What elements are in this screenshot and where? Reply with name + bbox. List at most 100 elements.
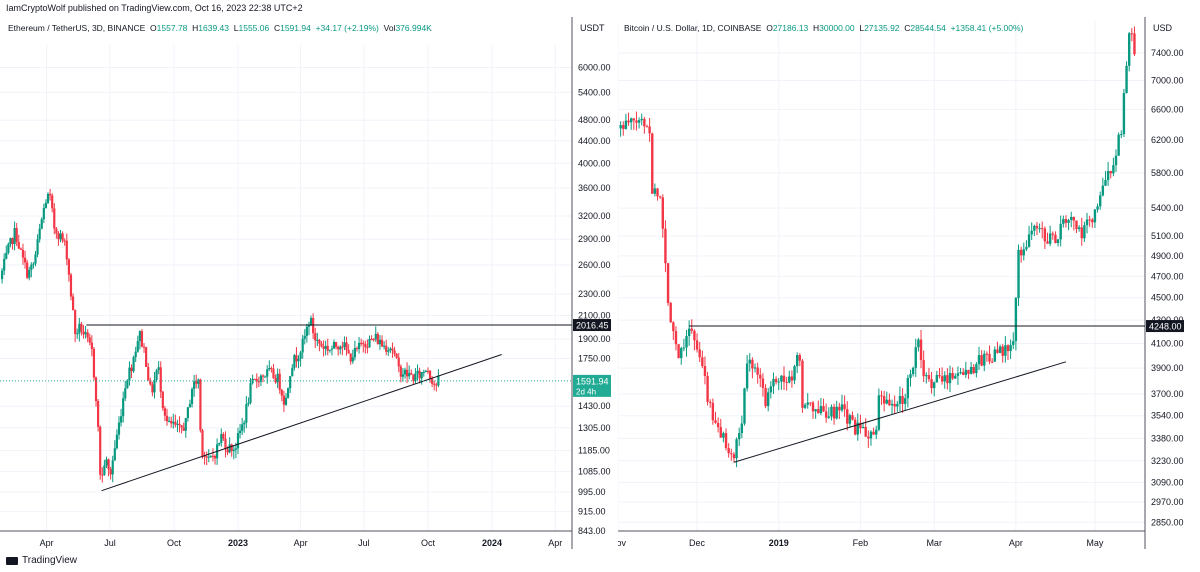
candle-body (695, 340, 699, 350)
tradingview-logo-icon (6, 556, 18, 565)
candle-body (387, 350, 390, 352)
candle-body (714, 420, 717, 423)
btc-chart-panel[interactable]: 7400.00 7000.00 6600.00 6200.00 5800.00 5400.… (618, 17, 1200, 549)
candle-body (940, 376, 944, 382)
candle-body (360, 342, 363, 344)
x-tick-label: 2024 (482, 538, 502, 548)
candle-body (864, 426, 867, 437)
y-tick-label: 3230.00 (1151, 456, 1184, 466)
candle-body (967, 369, 970, 374)
candle-body (653, 188, 657, 194)
candle-body (364, 344, 367, 348)
candle-body (270, 368, 273, 370)
candle-body (243, 422, 246, 425)
candle-body (806, 402, 809, 405)
candle-body (115, 434, 119, 449)
candle-body (927, 375, 931, 380)
candle-body (795, 355, 799, 367)
candle-body (1091, 219, 1094, 223)
eth-currency[interactable]: USDT (580, 23, 605, 33)
candle-body (151, 384, 154, 393)
candle-body (1019, 249, 1023, 256)
publish-info: IamCryptoWolf published on TradingView.c… (6, 3, 303, 13)
candle-body (426, 370, 430, 372)
eth-low: 1555.06 (238, 23, 270, 33)
candle-body (1075, 220, 1078, 230)
candle-body (848, 415, 852, 424)
candle-body (412, 374, 415, 381)
candle-body (268, 368, 271, 370)
eth-chart-panel[interactable]: 6000.00 5400.00 4800.00 4400.00 4000.00 3600.… (0, 17, 612, 549)
candle-body (1106, 171, 1110, 181)
eth-symbol: Ethereum / TetherUS, 3D, BINANCE (8, 23, 146, 33)
candle-body (84, 332, 87, 335)
candle-body (917, 339, 920, 348)
candle-body (172, 421, 175, 424)
candle-body (1041, 228, 1044, 230)
candle-body (672, 322, 675, 332)
candle-body (385, 345, 388, 352)
candle-body (328, 349, 331, 351)
candle-body (1009, 344, 1012, 352)
candle-body (165, 415, 169, 422)
candle-body (719, 427, 722, 438)
candle-body (716, 422, 720, 428)
candle-body (163, 408, 167, 416)
y-tick-label: 4700.00 (1151, 271, 1184, 281)
candle-body (255, 378, 258, 382)
btc-chart-svg[interactable]: 7400.00 7000.00 6600.00 6200.00 5800.00 5400.… (618, 17, 1200, 549)
candle-body (272, 368, 275, 379)
candle-body (1088, 219, 1091, 221)
y-tick-label: 3090.00 (1151, 478, 1184, 488)
candle-body (312, 318, 315, 334)
candle-body (1054, 234, 1057, 244)
candle-body (17, 241, 20, 249)
candle-body (1109, 171, 1112, 174)
candle-body (711, 402, 715, 421)
btc-currency[interactable]: USD (1153, 23, 1173, 33)
candle-body (366, 347, 369, 349)
candle-body (40, 219, 43, 229)
candle-body (890, 403, 894, 406)
candle-body (703, 366, 707, 377)
eth-change: +34.17 (+2.19%) (315, 23, 379, 33)
candle-body (751, 359, 754, 369)
y-tick-label: 6200.00 (1151, 135, 1184, 145)
y-tick-label: 2850.00 (1151, 517, 1184, 527)
candle-body (90, 342, 93, 349)
eth-chart-svg[interactable]: 6000.00 5400.00 4800.00 4400.00 4000.00 3600.… (0, 17, 612, 549)
candle-body (395, 353, 398, 358)
candle-body (666, 263, 670, 303)
candle-body (53, 208, 56, 229)
candle-body (316, 339, 319, 341)
candle-body (26, 262, 29, 278)
candle-body (193, 381, 196, 390)
candle-body (232, 449, 235, 452)
y-tick-label: 3700.00 (1151, 389, 1184, 399)
candle-body (15, 228, 18, 242)
btc-symbol: Bitcoin / U.S. Dollar, 1D, COINBASE (624, 23, 762, 33)
candle-body (1035, 225, 1039, 229)
y-tick-label: 2300.00 (578, 289, 611, 299)
candle-body (1096, 206, 1099, 210)
tradingview-logo[interactable]: TradingView (6, 555, 77, 566)
candle-body (424, 370, 427, 372)
x-tick-label: Dec (689, 538, 706, 548)
candle-body (416, 370, 419, 374)
candle-body (972, 366, 975, 374)
candle-body (401, 374, 405, 377)
candle-body (347, 350, 350, 354)
candle-body (55, 228, 58, 234)
candle-body (824, 411, 828, 418)
candle-body (1064, 219, 1068, 223)
candle-body (61, 233, 64, 241)
candle-body (914, 347, 917, 368)
candle-body (985, 353, 989, 355)
candle-body (735, 439, 738, 459)
candle-body (1127, 33, 1131, 66)
candle-body (872, 431, 875, 435)
tradingview-brand: TradingView (22, 555, 78, 566)
candle-body (314, 333, 317, 341)
candle-body (297, 358, 300, 362)
candle-body (1006, 345, 1010, 352)
